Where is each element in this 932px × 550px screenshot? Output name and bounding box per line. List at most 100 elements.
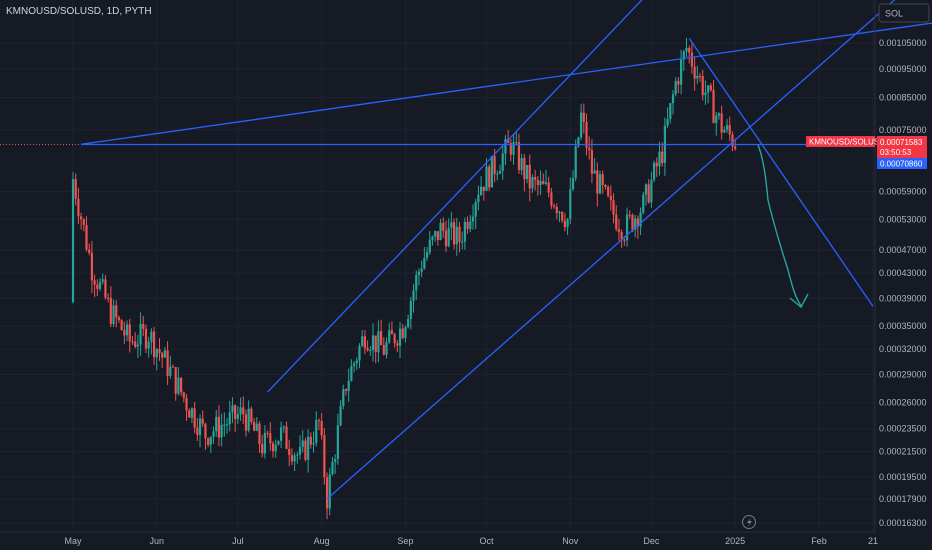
time-scale[interactable]: May Jun Jul Aug Sep Oct Nov Dec 2025 Feb 21: [64, 536, 878, 546]
candle-body: [409, 300, 412, 319]
candle-body: [401, 328, 404, 339]
candle-body: [625, 214, 629, 241]
candle-body: [612, 200, 615, 215]
candle-body: [139, 323, 142, 345]
x-tick-label: May: [64, 536, 82, 546]
candle-body: [188, 410, 191, 418]
candle-body: [507, 139, 510, 144]
candle-body: [169, 366, 172, 376]
candle-body: [258, 423, 261, 445]
candle-body: [707, 85, 710, 93]
candle-body: [561, 212, 564, 221]
candle-body: [652, 162, 656, 180]
candle-body: [723, 129, 726, 133]
candle-body: [307, 436, 310, 460]
candle-body: [371, 335, 375, 351]
candle-body: [709, 85, 712, 91]
y-tick-label: 0.00026000: [879, 398, 927, 408]
candle-body: [425, 252, 429, 258]
x-tick-label: Dec: [643, 536, 660, 546]
candle-body: [720, 113, 723, 133]
candle-body: [88, 249, 91, 253]
candle-body: [180, 377, 183, 393]
candle-body: [361, 336, 364, 346]
candle-body: [185, 397, 188, 411]
candle-body: [93, 280, 96, 285]
y-tick-label: 0.00075000: [879, 125, 927, 135]
candle-body: [74, 179, 77, 199]
candle-body: [404, 327, 407, 339]
candle-body: [628, 214, 631, 216]
candle-body: [512, 142, 515, 155]
candle-body: [182, 392, 185, 398]
candle-body: [717, 113, 721, 116]
candle-body: [152, 331, 156, 358]
candle-body: [712, 90, 715, 124]
candle-body: [71, 179, 75, 303]
candle-body: [98, 281, 102, 289]
candle-body: [666, 118, 669, 126]
candle-body: [498, 170, 502, 174]
y-tick-label: 0.00047000: [879, 245, 927, 255]
candle-body: [323, 435, 326, 478]
candle-body: [131, 341, 134, 343]
candle-body: [128, 324, 131, 342]
candle-body: [444, 230, 448, 247]
candle-body: [193, 408, 196, 428]
candle-body: [90, 252, 94, 281]
candle-body: [734, 146, 737, 149]
candle-body: [671, 94, 675, 104]
candle-body: [209, 436, 212, 445]
candle-body: [552, 205, 556, 207]
drawings: [0, 0, 932, 500]
candle-body: [609, 195, 612, 201]
candle-body: [82, 219, 85, 225]
price-scale[interactable]: 0.00105000 0.00095000 0.00085000 0.00075000…: [879, 38, 927, 528]
candle-body: [571, 178, 575, 190]
candle-body: [166, 350, 169, 376]
candle-body: [352, 363, 356, 367]
symbol-tag-bg: [806, 136, 875, 147]
currency-button[interactable]: SOL: [878, 3, 930, 23]
candle-body: [244, 414, 248, 431]
y-tick-label: 0.00035000: [879, 321, 927, 331]
candle-body: [496, 173, 499, 175]
x-tick-label: Jun: [150, 536, 165, 546]
candle-body: [482, 186, 485, 191]
candle-body: [593, 170, 596, 174]
candle-body: [580, 112, 583, 138]
candle-body: [317, 420, 321, 422]
candle-body: [109, 297, 112, 325]
candle-body: [596, 170, 599, 194]
candle-body: [509, 143, 512, 155]
last-price: 0.00071583: [880, 138, 923, 147]
candle-body: [569, 189, 572, 219]
candle-body: [423, 257, 426, 269]
countdown: 03:50:53: [880, 148, 912, 157]
candle-body: [277, 440, 280, 445]
y-tick-label: 0.00016300: [879, 518, 927, 528]
candle-body: [501, 153, 504, 171]
candle-body: [698, 75, 702, 77]
candle-body: [431, 236, 434, 240]
candles: [71, 37, 737, 520]
x-tick-label: 21: [868, 536, 878, 546]
candle-body: [266, 432, 269, 434]
candle-body: [212, 431, 215, 437]
candle-body: [380, 331, 383, 346]
candle-body: [204, 423, 207, 439]
candle-body: [669, 103, 672, 119]
candle-body: [255, 423, 258, 431]
candle-body: [269, 433, 272, 444]
candle-body: [688, 47, 691, 53]
y-tick-label: 0.00023500: [879, 424, 927, 434]
candle-body: [488, 166, 491, 188]
line-value-bg: [877, 158, 927, 169]
candle-body: [320, 420, 323, 436]
y-tick-label: 0.00095000: [879, 64, 927, 74]
candle-body: [704, 92, 707, 96]
candle-body: [366, 348, 369, 351]
candle-body: [282, 426, 285, 428]
